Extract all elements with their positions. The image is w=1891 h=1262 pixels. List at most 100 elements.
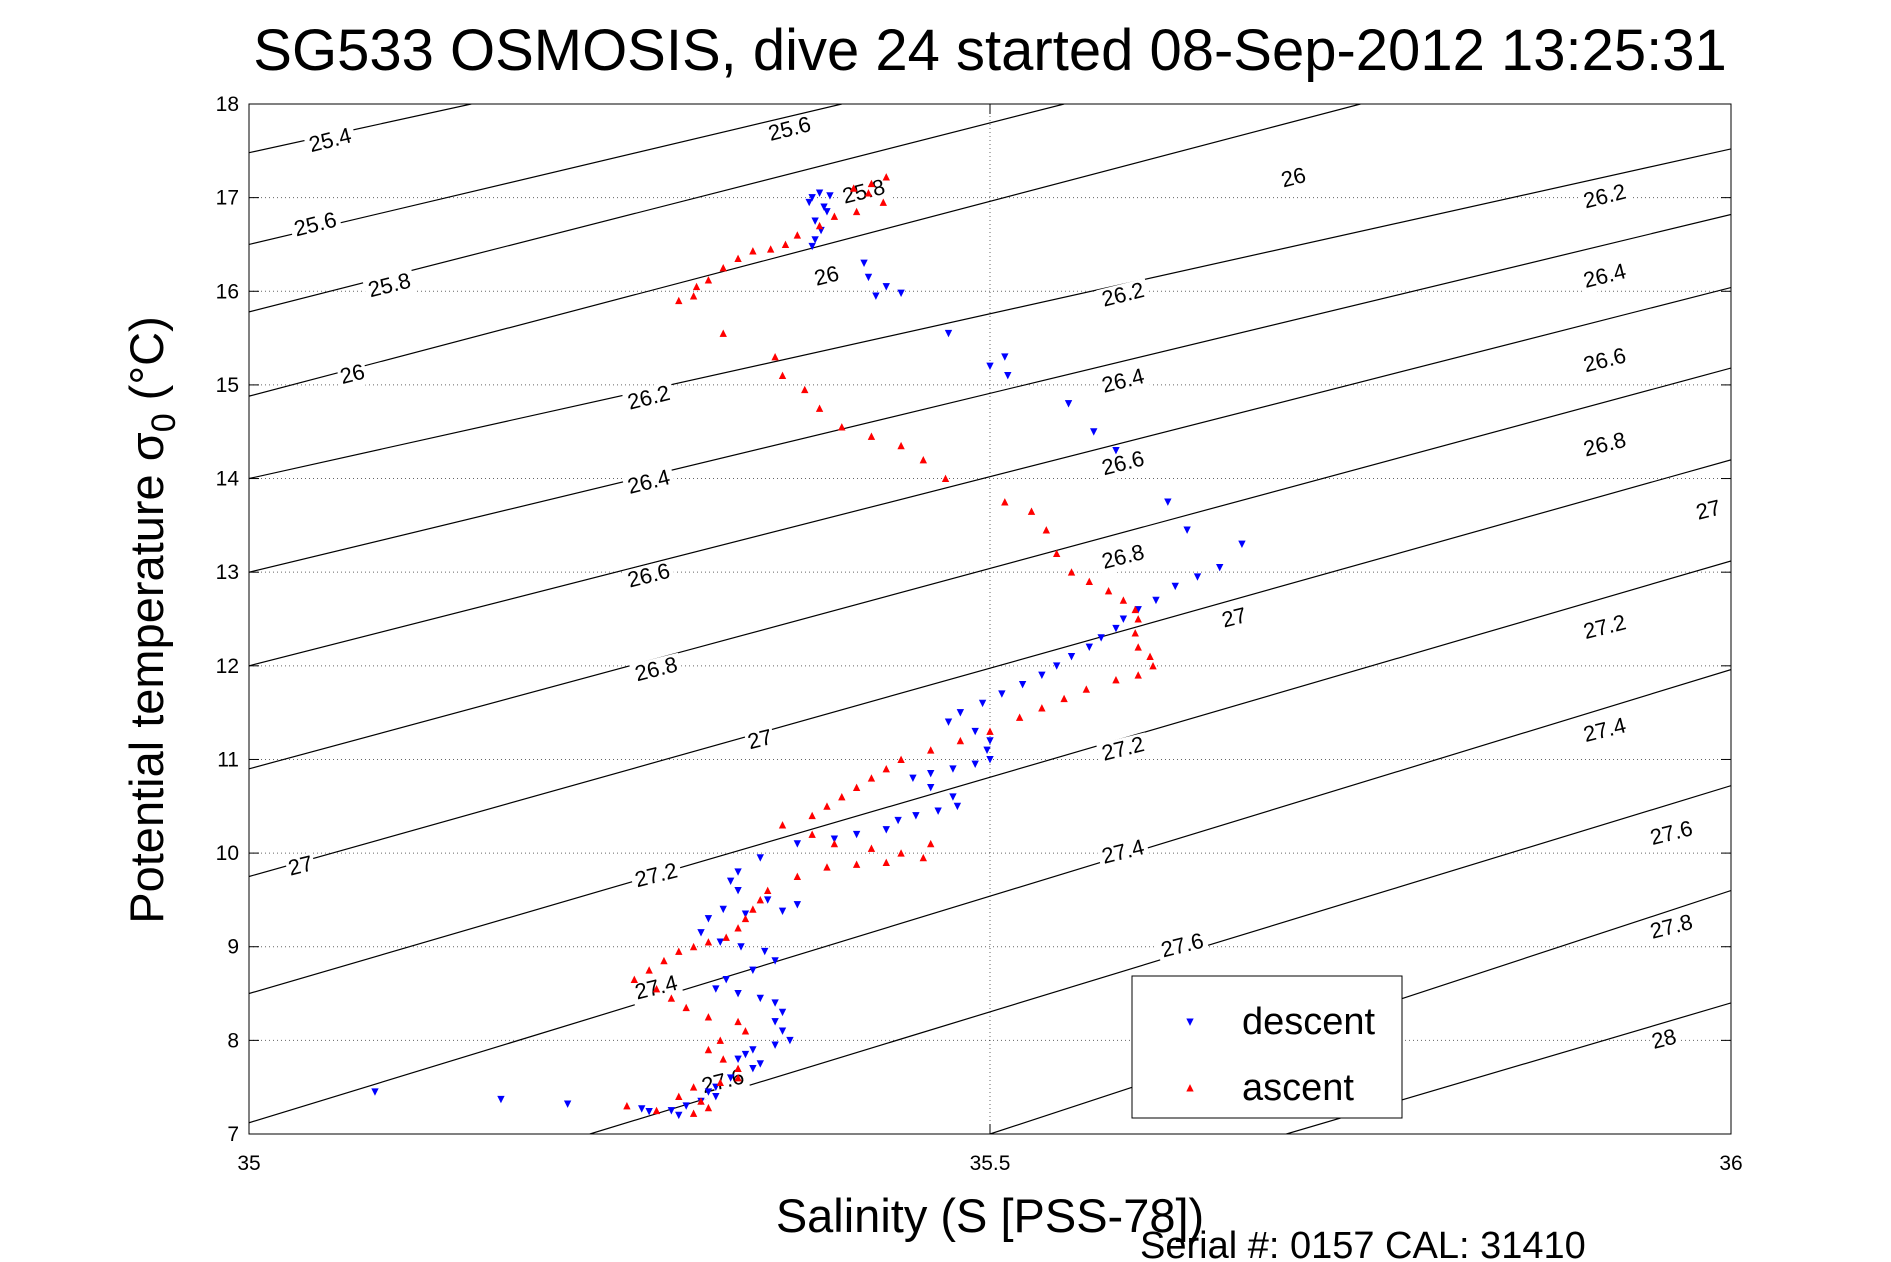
ascent-point [645,966,653,974]
ascent-point [897,755,905,763]
ascent-point [689,1109,698,1117]
descent-point [1001,353,1009,361]
ascent-point [719,329,727,337]
legend: descent ascent [1131,975,1403,1119]
ascent-point [801,385,809,394]
descent-point [756,994,764,1003]
contour-label-bg [1692,496,1726,527]
descent-point [864,273,873,282]
ascent-point [956,736,965,745]
contour-line-27-2 [249,560,1731,995]
x-axis-label: Salinity (S [PSS-78]) [776,1189,1204,1242]
descent-point [1038,671,1046,680]
ascent-point [1131,605,1139,614]
ascent-point [815,404,824,412]
contour-line-26-6 [249,286,1731,667]
descent-point [872,292,880,300]
contour-label-bg [288,208,343,244]
ascent-point [1149,661,1157,670]
ascent-point [756,896,764,904]
contour-label: 27 [1693,495,1723,525]
contour-label: 27 [1219,602,1249,632]
ascent-point [919,455,927,464]
descent-point [682,1102,690,1110]
contour-label-bg [1577,259,1633,295]
descent-point [808,194,816,202]
descent-point [1183,526,1191,534]
contour-label-bg [1218,603,1252,635]
ascent-point [815,221,824,230]
descent-point [771,957,779,965]
contour-label: 27 [286,850,316,880]
descent-point [704,915,713,923]
ascent-point [852,860,861,868]
ascent-point [1060,694,1068,703]
ascent-point [741,1027,750,1035]
descent-point [978,699,987,708]
ascent-point [778,371,787,380]
descent-point [860,259,868,268]
descent-point [793,840,802,848]
descent-point [734,887,742,895]
descent-point [638,1105,646,1113]
descent-point [811,236,819,244]
descent-point [764,896,772,904]
ascent-point [1112,675,1120,684]
ascent-point [1067,568,1076,576]
contour-label-bg [303,123,358,160]
contour-line-27-4 [249,668,1731,1124]
descent-point [1067,652,1076,661]
descent-point [1004,372,1012,380]
descent-point [719,905,727,914]
descent-point [778,1008,787,1017]
ascent-point [716,1036,724,1044]
ascent-point [838,423,846,431]
ascent-point [849,184,858,192]
descent-point [852,830,861,839]
ascent-point [864,189,873,197]
descent-point [944,329,953,338]
ascent-point [927,746,935,754]
legend-marker-ascent [1186,1084,1194,1092]
ascent-point [1038,704,1046,712]
descent-point [986,755,994,764]
descent-point [786,1036,794,1045]
ascent-point [793,872,802,880]
descent-point [1171,582,1179,591]
descent-point [998,690,1006,698]
ascent-point [734,254,742,262]
ascent-point [897,849,905,857]
ascent-point [1015,713,1024,721]
descent-point [1085,643,1093,651]
y-tick-label: 7 [227,1123,239,1146]
ascent-point [1134,643,1142,651]
descent-point [882,826,890,834]
ascent-point [867,432,876,440]
ascent-point [823,802,831,810]
contour-label-bg [1096,835,1151,871]
descent-point [823,208,831,216]
ascent-point [749,905,757,913]
contour-label-bg [1577,428,1633,464]
descent-point [712,985,720,993]
descent-point [675,1111,683,1120]
contour-label-bg [1577,713,1633,750]
y-tick-label: 17 [216,187,239,210]
contour-line-25-4 [249,104,472,154]
ascent-point [927,839,935,848]
ascent-point [764,886,772,895]
ascent-point [882,858,890,866]
contour-label-bg [1577,343,1633,380]
descent-point [712,1093,720,1101]
ascent-point [722,933,730,941]
descent-point [667,1107,676,1115]
ascent-point [689,1083,698,1091]
ascent-point [766,245,775,253]
descent-point [756,1060,764,1068]
ascent-point [667,994,676,1002]
ascent-point [734,1073,742,1082]
ascent-point [623,1102,631,1110]
descent-point [1097,634,1105,642]
ascent-point [719,1055,727,1063]
